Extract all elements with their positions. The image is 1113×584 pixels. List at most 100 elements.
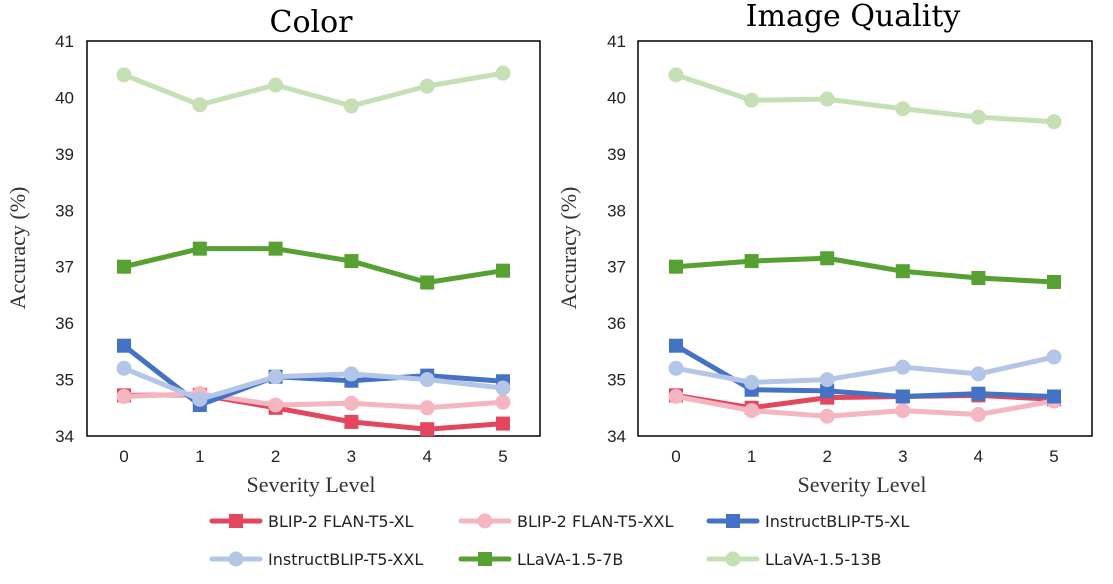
y-tick-label: 39 bbox=[607, 145, 626, 164]
legend: BLIP-2 FLAN-T5-XL BLIP-2 FLAN-T5-XXL Instr… bbox=[209, 512, 909, 569]
y-tick-label: 35 bbox=[55, 371, 74, 390]
data-point bbox=[970, 109, 986, 125]
data-point bbox=[116, 389, 132, 404]
legend-label: InstructBLIP-T5-XXL bbox=[268, 550, 423, 569]
data-point bbox=[819, 91, 835, 107]
series-layer bbox=[668, 67, 1062, 424]
legend-marker bbox=[726, 514, 740, 528]
data-point bbox=[343, 98, 359, 114]
data-point bbox=[820, 251, 835, 266]
data-point bbox=[343, 395, 359, 411]
data-point bbox=[744, 92, 760, 108]
legend-marker bbox=[725, 551, 741, 567]
data-point bbox=[819, 372, 835, 388]
y-tick-labels: 34 35 36 37 38 39 40 41 bbox=[607, 32, 626, 446]
series-line bbox=[121, 391, 506, 411]
data-point bbox=[668, 360, 684, 376]
legend-marker bbox=[228, 551, 244, 567]
y-tick-label: 41 bbox=[55, 32, 74, 51]
data-point bbox=[268, 397, 284, 413]
series-line bbox=[121, 365, 506, 402]
legend-label: BLIP-2 FLAN-T5-XXL bbox=[517, 512, 674, 531]
data-point bbox=[192, 97, 208, 113]
y-tick-label: 36 bbox=[607, 314, 626, 333]
legend-item-blip-2-flan-t5-xxl: BLIP-2 FLAN-T5-XXL bbox=[458, 512, 674, 531]
x-tick-label: 4 bbox=[422, 447, 431, 466]
data-point bbox=[117, 259, 131, 274]
legend-marker bbox=[477, 513, 493, 529]
data-point bbox=[895, 264, 910, 279]
data-point bbox=[668, 389, 684, 404]
data-point bbox=[744, 254, 759, 269]
x-axis-label: Severity Level bbox=[247, 472, 376, 497]
y-tick-label: 38 bbox=[607, 201, 626, 220]
data-point bbox=[744, 403, 760, 419]
y-tick-label: 38 bbox=[55, 201, 74, 220]
plot-frame bbox=[637, 40, 1093, 437]
data-point bbox=[669, 259, 683, 274]
data-point bbox=[192, 391, 208, 407]
data-point bbox=[344, 414, 359, 429]
y-tick-label: 34 bbox=[607, 427, 626, 446]
data-point bbox=[1047, 389, 1061, 404]
data-point bbox=[420, 422, 435, 437]
y-tick-label: 35 bbox=[607, 371, 626, 390]
data-point bbox=[668, 67, 684, 83]
series-llava-1-5-13b bbox=[668, 67, 1062, 130]
x-tick-label: 2 bbox=[271, 447, 280, 466]
series-line bbox=[673, 255, 1057, 285]
x-tick-label: 5 bbox=[1049, 447, 1058, 466]
data-point bbox=[820, 383, 835, 398]
legend-label: LLaVA-1.5-13B bbox=[765, 550, 881, 569]
data-point bbox=[895, 101, 911, 117]
series-llava-1-5-7b bbox=[669, 251, 1061, 289]
data-point bbox=[344, 254, 359, 269]
series-line bbox=[121, 70, 506, 109]
x-tick-label: 2 bbox=[822, 447, 831, 466]
x-tick-label: 0 bbox=[671, 447, 680, 466]
data-point bbox=[895, 359, 911, 375]
x-tick-label: 4 bbox=[974, 447, 983, 466]
data-point bbox=[419, 400, 435, 416]
series-line bbox=[673, 354, 1057, 385]
legend-item-llava-1-5-7b: LLaVA-1.5-7B bbox=[458, 550, 623, 569]
series-llava-1-5-7b bbox=[117, 241, 510, 290]
legend-label: LLaVA-1.5-7B bbox=[517, 550, 623, 569]
y-tick-label: 37 bbox=[607, 258, 626, 277]
data-point bbox=[419, 372, 435, 388]
y-tick-label: 39 bbox=[55, 145, 74, 164]
data-point bbox=[495, 394, 511, 410]
data-point bbox=[343, 366, 359, 382]
y-tick-label: 40 bbox=[55, 88, 74, 107]
legend-item-instructblip-t5-xl: InstructBLIP-T5-XL bbox=[706, 512, 909, 531]
chart-title: Color bbox=[269, 5, 353, 40]
legend-item-llava-1-5-13b: LLaVA-1.5-13B bbox=[706, 550, 881, 569]
data-point bbox=[970, 366, 986, 382]
data-point bbox=[1046, 114, 1062, 130]
x-tick-label: 5 bbox=[498, 447, 507, 466]
data-point bbox=[895, 403, 911, 419]
data-point bbox=[495, 380, 511, 396]
series-llava-1-5-13b bbox=[116, 65, 511, 114]
data-point bbox=[419, 78, 435, 94]
y-tick-label: 36 bbox=[55, 314, 74, 333]
y-axis-label: Accuracy (%) bbox=[556, 187, 581, 310]
y-tick-label: 34 bbox=[55, 427, 74, 446]
series-line bbox=[121, 246, 506, 286]
plot-frame bbox=[86, 40, 541, 437]
x-tick-labels: 0 1 2 3 4 5 bbox=[671, 447, 1058, 466]
data-point bbox=[669, 338, 683, 353]
data-point bbox=[496, 263, 510, 278]
data-point bbox=[895, 389, 910, 404]
series-instructblip-t5-xxl bbox=[116, 360, 511, 407]
series-line bbox=[673, 72, 1057, 125]
data-point bbox=[971, 386, 986, 401]
data-point bbox=[970, 407, 986, 423]
data-point bbox=[116, 360, 132, 376]
legend-marker bbox=[478, 552, 492, 566]
legend-item-blip-2-flan-t5-xl: BLIP-2 FLAN-T5-XL bbox=[209, 512, 414, 531]
x-tick-label: 1 bbox=[195, 447, 204, 466]
x-tick-labels: 0 1 2 3 4 5 bbox=[119, 447, 507, 466]
legend-item-instructblip-t5-xxl: InstructBLIP-T5-XXL bbox=[209, 550, 423, 569]
